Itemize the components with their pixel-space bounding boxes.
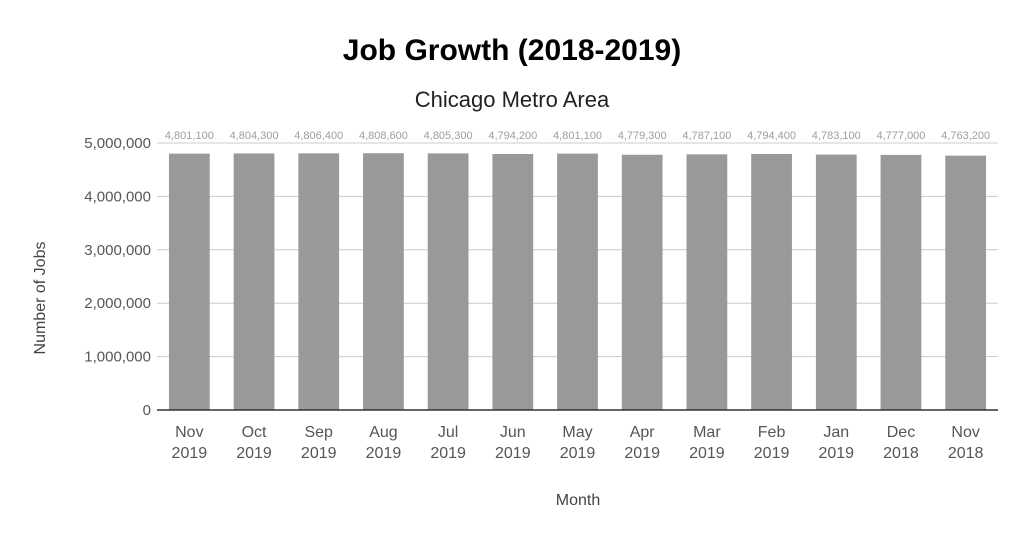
- bar: [880, 154, 922, 410]
- data-label: 4,777,000: [876, 130, 925, 142]
- x-tick-label-month: Oct: [242, 424, 267, 441]
- x-tick-label-year: 2019: [560, 445, 596, 462]
- bar: [621, 154, 663, 410]
- chart-title: Job Growth (2018-2019): [343, 34, 681, 67]
- data-label: 4,794,200: [488, 130, 537, 142]
- data-label: 4,806,400: [294, 130, 343, 142]
- bars: [168, 153, 987, 410]
- x-axis-ticks: Nov 2019 Oct 2019 Sep 2019 Aug 2019 Jul 2019 Jun 20…: [172, 424, 984, 462]
- data-label: 4,805,300: [424, 130, 473, 142]
- x-tick-label-year: 2019: [236, 445, 272, 462]
- bar: [492, 153, 534, 410]
- x-tick-label-year: 2019: [430, 445, 466, 462]
- x-tick-label-year: 2019: [172, 445, 208, 462]
- x-tick-label-month: Jul: [438, 424, 458, 441]
- bar: [233, 153, 275, 410]
- x-tick-label-month: Aug: [369, 424, 397, 441]
- x-tick-label-month: Jan: [823, 424, 849, 441]
- x-tick-label-year: 2019: [818, 445, 854, 462]
- x-tick-label-month: Nov: [175, 424, 203, 441]
- y-axis-ticks: 0 1,000,000 2,000,000 3,000,000 4,000,000 5,0…: [84, 135, 151, 419]
- data-label: 4,804,300: [230, 130, 279, 142]
- y-axis-label: Number of Jobs: [32, 242, 49, 355]
- y-tick-label: 0: [143, 402, 151, 419]
- bar: [751, 153, 792, 410]
- bar: [815, 154, 857, 410]
- x-tick-label-month: Sep: [304, 424, 333, 441]
- bar: [427, 153, 469, 410]
- x-tick-label-month: Apr: [630, 424, 656, 441]
- x-axis-label: Month: [556, 492, 600, 509]
- data-labels: 4,801,100 4,804,300 4,806,400 4,808,600 4,80…: [165, 130, 990, 142]
- x-tick-label-year: 2019: [689, 445, 725, 462]
- data-label: 4,794,400: [747, 130, 796, 142]
- x-tick-label-month: Feb: [758, 424, 786, 441]
- data-label: 4,763,200: [941, 130, 990, 142]
- y-tick-label: 2,000,000: [84, 295, 151, 312]
- chart-subtitle: Chicago Metro Area: [415, 87, 610, 112]
- bar: [557, 153, 598, 410]
- data-label: 4,783,100: [812, 130, 861, 142]
- y-tick-label: 4,000,000: [84, 188, 151, 205]
- bar: [363, 153, 404, 410]
- y-tick-label: 5,000,000: [84, 135, 151, 152]
- bar: [945, 155, 987, 410]
- x-tick-label-year: 2018: [948, 445, 984, 462]
- x-tick-label-month: Jun: [500, 424, 526, 441]
- y-tick-label: 3,000,000: [84, 242, 151, 259]
- data-label: 4,779,300: [618, 130, 667, 142]
- x-tick-label-month: Mar: [693, 424, 721, 441]
- bar: [298, 153, 340, 410]
- x-tick-label-year: 2019: [624, 445, 660, 462]
- data-label: 4,787,100: [682, 130, 731, 142]
- x-tick-label-year: 2019: [301, 445, 337, 462]
- x-tick-label-year: 2019: [495, 445, 531, 462]
- data-label: 4,801,100: [165, 130, 214, 142]
- y-tick-label: 1,000,000: [84, 349, 151, 366]
- bar: [168, 153, 210, 410]
- data-label: 4,801,100: [553, 130, 602, 142]
- data-label: 4,808,600: [359, 130, 408, 142]
- x-tick-label-month: May: [562, 424, 592, 441]
- x-tick-label-month: Dec: [887, 424, 915, 441]
- x-tick-label-year: 2019: [754, 445, 790, 462]
- x-tick-label-year: 2019: [366, 445, 402, 462]
- x-tick-label-year: 2018: [883, 445, 919, 462]
- x-tick-label-month: Nov: [951, 424, 979, 441]
- bar: [686, 154, 728, 410]
